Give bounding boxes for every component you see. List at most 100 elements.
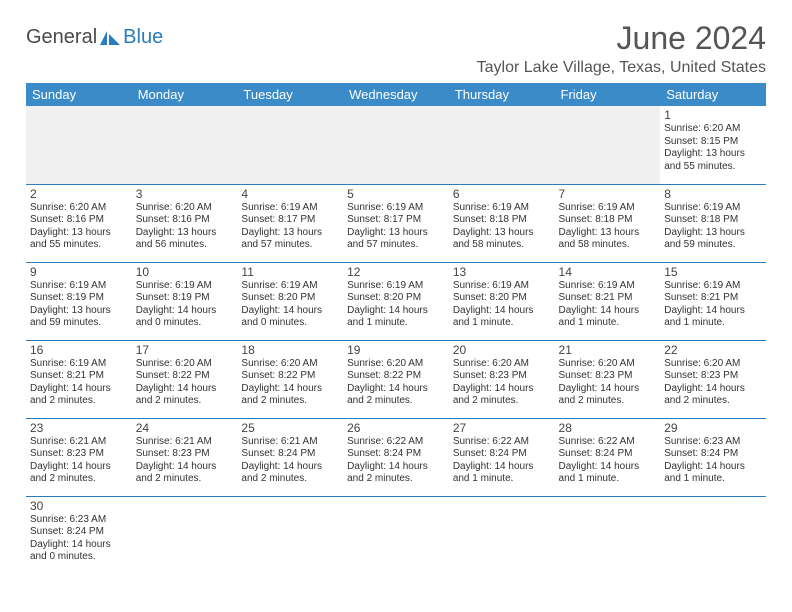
day-daylight2: and 58 minutes.	[559, 239, 657, 252]
logo-text-blue: Blue	[123, 26, 163, 49]
day-sunrise: Sunrise: 6:23 AM	[664, 436, 762, 449]
title-block: June 2024 Taylor Lake Village, Texas, Un…	[477, 20, 766, 77]
calendar-cell: 27Sunrise: 6:22 AMSunset: 8:24 PMDayligh…	[449, 418, 555, 496]
day-daylight1: Daylight: 14 hours	[559, 461, 657, 474]
day-header-sun: Sunday	[26, 83, 132, 106]
day-daylight1: Daylight: 14 hours	[664, 383, 762, 396]
day-daylight2: and 2 minutes.	[664, 395, 762, 408]
day-daylight2: and 0 minutes.	[30, 551, 128, 564]
calendar-cell	[237, 496, 343, 574]
day-number: 8	[664, 187, 762, 201]
calendar-cell	[660, 496, 766, 574]
day-daylight2: and 0 minutes.	[136, 317, 234, 330]
calendar-cell: 23Sunrise: 6:21 AMSunset: 8:23 PMDayligh…	[26, 418, 132, 496]
day-number: 25	[241, 421, 339, 435]
day-daylight2: and 56 minutes.	[136, 239, 234, 252]
day-number: 17	[136, 343, 234, 357]
day-sunrise: Sunrise: 6:23 AM	[30, 514, 128, 527]
day-sunset: Sunset: 8:24 PM	[453, 448, 551, 461]
calendar-cell: 13Sunrise: 6:19 AMSunset: 8:20 PMDayligh…	[449, 262, 555, 340]
day-daylight1: Daylight: 14 hours	[453, 461, 551, 474]
day-daylight2: and 0 minutes.	[241, 317, 339, 330]
calendar-cell: 1Sunrise: 6:20 AMSunset: 8:15 PMDaylight…	[660, 106, 766, 184]
day-daylight1: Daylight: 13 hours	[453, 227, 551, 240]
calendar-cell: 21Sunrise: 6:20 AMSunset: 8:23 PMDayligh…	[555, 340, 661, 418]
day-sunset: Sunset: 8:22 PM	[347, 370, 445, 383]
calendar-cell: 29Sunrise: 6:23 AMSunset: 8:24 PMDayligh…	[660, 418, 766, 496]
calendar-cell: 30Sunrise: 6:23 AMSunset: 8:24 PMDayligh…	[26, 496, 132, 574]
day-daylight1: Daylight: 14 hours	[664, 461, 762, 474]
day-sunset: Sunset: 8:20 PM	[453, 292, 551, 305]
day-daylight1: Daylight: 14 hours	[664, 305, 762, 318]
day-daylight2: and 1 minute.	[664, 317, 762, 330]
day-sunset: Sunset: 8:24 PM	[347, 448, 445, 461]
calendar-week-row: 23Sunrise: 6:21 AMSunset: 8:23 PMDayligh…	[26, 418, 766, 496]
day-sunrise: Sunrise: 6:20 AM	[664, 358, 762, 371]
day-daylight2: and 2 minutes.	[559, 395, 657, 408]
day-sunrise: Sunrise: 6:19 AM	[559, 202, 657, 215]
day-daylight1: Daylight: 14 hours	[347, 461, 445, 474]
day-daylight1: Daylight: 13 hours	[664, 148, 762, 161]
day-number: 5	[347, 187, 445, 201]
calendar-cell	[343, 496, 449, 574]
day-sunset: Sunset: 8:18 PM	[453, 214, 551, 227]
calendar-cell: 7Sunrise: 6:19 AMSunset: 8:18 PMDaylight…	[555, 184, 661, 262]
day-number: 14	[559, 265, 657, 279]
calendar-cell: 19Sunrise: 6:20 AMSunset: 8:22 PMDayligh…	[343, 340, 449, 418]
calendar-cell	[26, 106, 132, 184]
calendar-cell: 15Sunrise: 6:19 AMSunset: 8:21 PMDayligh…	[660, 262, 766, 340]
day-daylight1: Daylight: 14 hours	[241, 305, 339, 318]
calendar-week-row: 2Sunrise: 6:20 AMSunset: 8:16 PMDaylight…	[26, 184, 766, 262]
calendar-cell: 4Sunrise: 6:19 AMSunset: 8:17 PMDaylight…	[237, 184, 343, 262]
logo-text-general: General	[26, 26, 97, 49]
day-daylight2: and 55 minutes.	[30, 239, 128, 252]
day-sunset: Sunset: 8:16 PM	[136, 214, 234, 227]
day-sunrise: Sunrise: 6:19 AM	[30, 280, 128, 293]
calendar-week-row: 9Sunrise: 6:19 AMSunset: 8:19 PMDaylight…	[26, 262, 766, 340]
day-daylight1: Daylight: 14 hours	[453, 305, 551, 318]
day-daylight2: and 59 minutes.	[664, 239, 762, 252]
calendar-cell	[132, 106, 238, 184]
calendar-cell: 8Sunrise: 6:19 AMSunset: 8:18 PMDaylight…	[660, 184, 766, 262]
day-sunset: Sunset: 8:21 PM	[664, 292, 762, 305]
day-number: 6	[453, 187, 551, 201]
day-number: 16	[30, 343, 128, 357]
day-daylight1: Daylight: 13 hours	[30, 227, 128, 240]
day-sunrise: Sunrise: 6:20 AM	[241, 358, 339, 371]
day-sunrise: Sunrise: 6:19 AM	[136, 280, 234, 293]
month-title: June 2024	[477, 20, 766, 57]
day-sunrise: Sunrise: 6:19 AM	[559, 280, 657, 293]
day-number: 30	[30, 499, 128, 513]
day-sunset: Sunset: 8:21 PM	[559, 292, 657, 305]
day-sunrise: Sunrise: 6:20 AM	[664, 123, 762, 136]
day-daylight2: and 2 minutes.	[453, 395, 551, 408]
day-header-row: Sunday Monday Tuesday Wednesday Thursday…	[26, 83, 766, 106]
day-sunrise: Sunrise: 6:20 AM	[136, 358, 234, 371]
day-daylight1: Daylight: 13 hours	[347, 227, 445, 240]
day-sunrise: Sunrise: 6:19 AM	[453, 280, 551, 293]
day-sunrise: Sunrise: 6:19 AM	[664, 202, 762, 215]
day-sunset: Sunset: 8:24 PM	[30, 526, 128, 539]
day-sunrise: Sunrise: 6:20 AM	[30, 202, 128, 215]
calendar-week-row: 30Sunrise: 6:23 AMSunset: 8:24 PMDayligh…	[26, 496, 766, 574]
day-daylight1: Daylight: 14 hours	[30, 539, 128, 552]
day-daylight2: and 2 minutes.	[30, 395, 128, 408]
day-number: 1	[664, 108, 762, 122]
day-daylight1: Daylight: 14 hours	[30, 461, 128, 474]
day-number: 28	[559, 421, 657, 435]
logo: General Blue	[26, 26, 163, 49]
day-daylight2: and 2 minutes.	[347, 395, 445, 408]
calendar-cell: 5Sunrise: 6:19 AMSunset: 8:17 PMDaylight…	[343, 184, 449, 262]
day-daylight2: and 59 minutes.	[30, 317, 128, 330]
day-daylight1: Daylight: 14 hours	[241, 461, 339, 474]
day-sunrise: Sunrise: 6:22 AM	[347, 436, 445, 449]
calendar-cell: 9Sunrise: 6:19 AMSunset: 8:19 PMDaylight…	[26, 262, 132, 340]
calendar-cell: 12Sunrise: 6:19 AMSunset: 8:20 PMDayligh…	[343, 262, 449, 340]
day-sunrise: Sunrise: 6:21 AM	[136, 436, 234, 449]
day-number: 29	[664, 421, 762, 435]
day-daylight2: and 1 minute.	[559, 473, 657, 486]
day-number: 27	[453, 421, 551, 435]
day-sunset: Sunset: 8:19 PM	[136, 292, 234, 305]
day-daylight2: and 2 minutes.	[136, 395, 234, 408]
calendar-cell: 24Sunrise: 6:21 AMSunset: 8:23 PMDayligh…	[132, 418, 238, 496]
